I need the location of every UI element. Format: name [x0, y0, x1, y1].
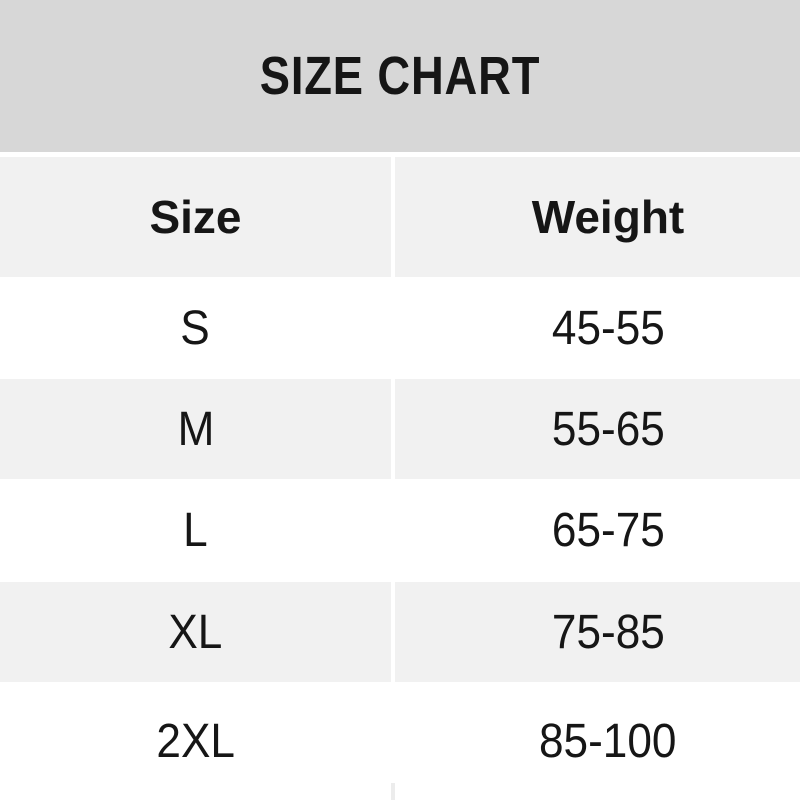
weight-value: 85-100 [539, 714, 677, 768]
size-value: 2XL [156, 714, 235, 768]
size-chart-title-band: SIZE CHART [0, 0, 800, 152]
size-value: L [183, 504, 208, 557]
size-cell: M [0, 379, 391, 479]
size-chart-title: SIZE CHART [259, 46, 541, 106]
size-cell: S [0, 277, 391, 379]
weight-cell: 65-75 [395, 479, 800, 582]
column-divider-remnant [391, 783, 395, 800]
size-value: M [177, 402, 214, 456]
table-row: L 65-75 [0, 479, 800, 582]
size-value: S [180, 301, 211, 355]
column-header-size: Size [149, 191, 242, 243]
weight-value: 55-65 [551, 402, 665, 456]
column-header-weight-cell: Weight [395, 157, 800, 277]
table-header-row: Size Weight [0, 157, 800, 277]
weight-value: 75-85 [551, 605, 665, 659]
weight-cell: 55-65 [395, 379, 800, 479]
band-separator [0, 152, 800, 157]
weight-cell: 75-85 [395, 582, 800, 682]
table-row: 2XL 85-100 [0, 682, 800, 800]
weight-value: 65-75 [551, 504, 665, 557]
column-header-size-cell: Size [0, 157, 391, 277]
size-cell: 2XL [0, 682, 391, 800]
table-row: M 55-65 [0, 379, 800, 479]
column-header-weight: Weight [531, 191, 685, 243]
size-cell: XL [0, 582, 391, 682]
weight-cell: 45-55 [395, 277, 800, 379]
size-value: XL [168, 605, 223, 659]
table-row: S 45-55 [0, 277, 800, 379]
weight-value: 45-55 [551, 301, 665, 355]
weight-cell: 85-100 [395, 682, 800, 800]
table-row: XL 75-85 [0, 582, 800, 682]
size-cell: L [0, 479, 391, 582]
